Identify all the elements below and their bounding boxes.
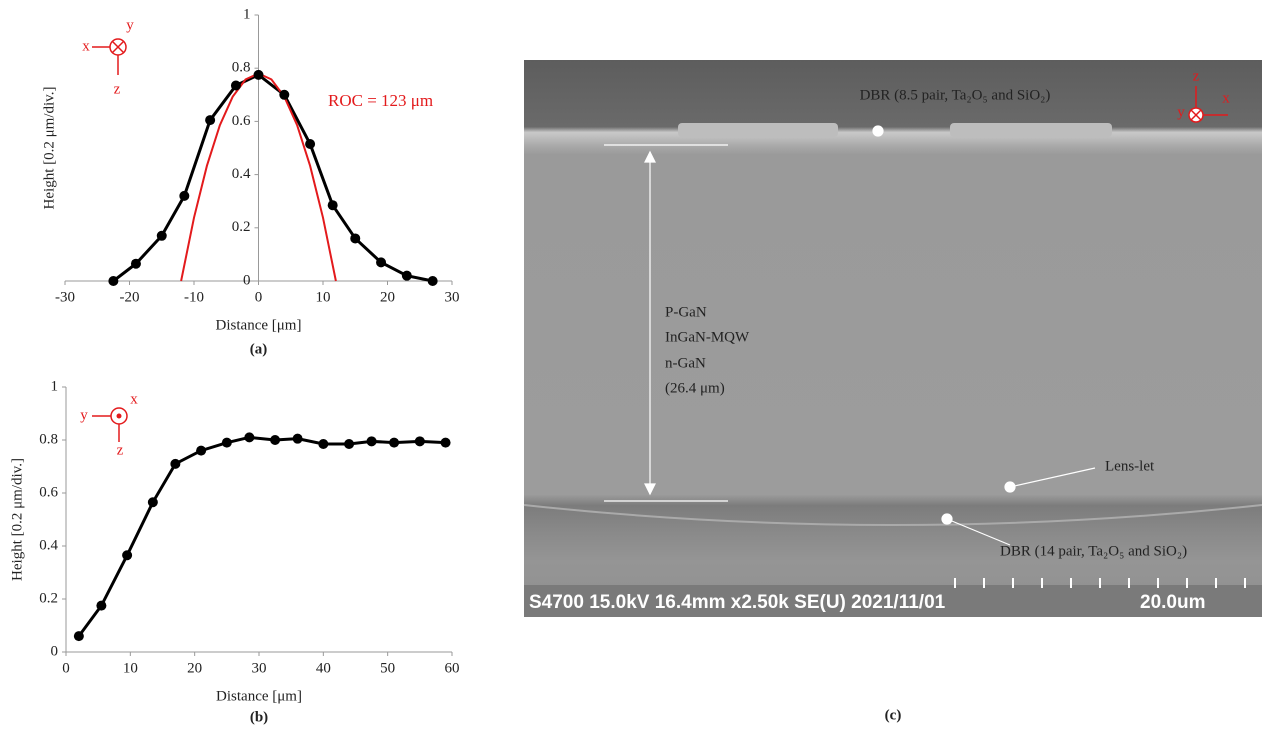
- y-tick-label: 0.4: [232, 166, 251, 182]
- axis-glyph-a: [92, 38, 127, 75]
- series-line: [112, 73, 433, 282]
- image-label: Lens-let: [1105, 458, 1155, 474]
- axis-symbol: z: [114, 81, 121, 97]
- y-tick-label: 0.2: [232, 219, 251, 235]
- sem-info: S4700 15.0kV 16.4mm x2.50k SE(U) 2021/11…: [529, 592, 946, 613]
- y-tick-label: 0.8: [39, 431, 58, 447]
- data-point: [401, 270, 412, 281]
- data-point: [156, 230, 167, 241]
- axis-glyph-b: [92, 407, 128, 442]
- data-point: [73, 631, 84, 642]
- y-tick-label: 1: [51, 378, 59, 394]
- data-point: [366, 436, 377, 447]
- x-tick-label: 50: [380, 660, 395, 676]
- x-tick-label: 0: [255, 289, 263, 305]
- y-axis-title: Height [0.2 μm/div.]: [9, 458, 25, 581]
- axis-symbol: y: [126, 17, 134, 33]
- axis-glyph-dot: [116, 413, 122, 419]
- x-tick-label: 20: [187, 660, 202, 676]
- x-tick-label: 20: [380, 289, 395, 305]
- data-point: [147, 497, 158, 508]
- data-point: [130, 258, 141, 269]
- data-point: [96, 600, 107, 611]
- x-tick-label: 30: [252, 660, 267, 676]
- data-point: [344, 438, 355, 449]
- data-point: [170, 458, 181, 469]
- y-tick-label: 0.8: [232, 60, 251, 76]
- x-axis-title: Distance [μm]: [216, 688, 302, 704]
- data-point: [279, 89, 290, 100]
- x-tick-label: -30: [55, 289, 75, 305]
- layer-label: (26.4 μm): [665, 380, 725, 396]
- x-tick-label: 40: [316, 660, 331, 676]
- annotation: ROC = 123 μm: [328, 91, 433, 110]
- x-tick-label: 0: [62, 660, 70, 676]
- caption: (b): [250, 709, 268, 725]
- data-point: [230, 80, 241, 91]
- caption: (c): [885, 707, 902, 723]
- y-axis-title: Height [0.2 μm/div.]: [41, 87, 57, 210]
- x-tick-label: 30: [445, 289, 460, 305]
- data-point: [376, 257, 387, 268]
- x-tick-label: -10: [184, 289, 204, 305]
- data-point: [122, 550, 133, 561]
- data-point: [414, 436, 425, 447]
- y-tick-label: 0.2: [39, 590, 58, 606]
- data-point: [179, 190, 190, 201]
- sem-image: [523, 60, 1263, 617]
- data-point: [305, 139, 316, 150]
- data-point: [253, 69, 264, 80]
- y-tick-label: 1: [243, 6, 251, 22]
- data-point: [318, 438, 329, 449]
- data-point: [440, 437, 451, 448]
- axis-symbol: x: [1222, 90, 1230, 106]
- y-tick-label: 0.6: [39, 484, 58, 500]
- image-label: DBR (14 pair, Ta₂O₅ and SiO₂): [1000, 543, 1187, 559]
- axis-symbol: z: [1193, 68, 1200, 84]
- x-tick-label: 60: [445, 660, 460, 676]
- data-point: [292, 433, 303, 444]
- axis-symbol: x: [130, 391, 138, 407]
- y-tick-label: 0: [243, 272, 251, 288]
- data-point: [108, 276, 119, 286]
- caption: (a): [250, 341, 268, 357]
- image-label: DBR (8.5 pair, Ta₂O₅ and SiO₂): [860, 87, 1051, 103]
- layer-label: P-GaN: [665, 304, 707, 320]
- data-point: [205, 115, 216, 126]
- y-tick-label: 0: [51, 643, 59, 659]
- data-point: [327, 200, 338, 211]
- data-point: [389, 437, 400, 448]
- axis-symbol: y: [1177, 104, 1185, 120]
- layer-label: InGaN-MQW: [665, 329, 750, 345]
- data-point: [196, 445, 207, 456]
- data-point: [427, 276, 438, 286]
- x-tick-label: -20: [120, 289, 140, 305]
- y-tick-label: 0.4: [39, 537, 58, 553]
- series-line: [77, 435, 446, 637]
- x-tick-label: 10: [123, 660, 138, 676]
- sem-scale: 20.0um: [1140, 592, 1205, 613]
- data-point: [221, 437, 232, 448]
- axis-symbol: x: [82, 38, 90, 54]
- data-point: [350, 233, 361, 244]
- x-axis-title: Distance [μm]: [216, 317, 302, 333]
- x-tick-label: 10: [316, 289, 331, 305]
- layer-label: n-GaN: [665, 355, 706, 371]
- axis-symbol: z: [117, 442, 124, 458]
- plot-area: [77, 435, 446, 637]
- data-point: [244, 432, 255, 443]
- axis-symbol: y: [80, 407, 88, 423]
- y-tick-label: 0.6: [232, 113, 251, 129]
- data-point: [270, 435, 281, 445]
